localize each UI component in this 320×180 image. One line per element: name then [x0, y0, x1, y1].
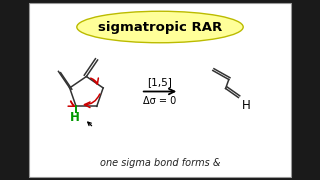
Text: H: H [69, 111, 79, 124]
FancyBboxPatch shape [29, 3, 291, 177]
Text: H: H [242, 99, 251, 112]
Text: sigmatropic RAR: sigmatropic RAR [98, 21, 222, 33]
Ellipse shape [77, 11, 243, 43]
Text: Δσ = 0: Δσ = 0 [143, 96, 177, 106]
Text: one sigma bond forms &: one sigma bond forms & [100, 159, 220, 168]
Text: [1,5]: [1,5] [148, 77, 172, 87]
